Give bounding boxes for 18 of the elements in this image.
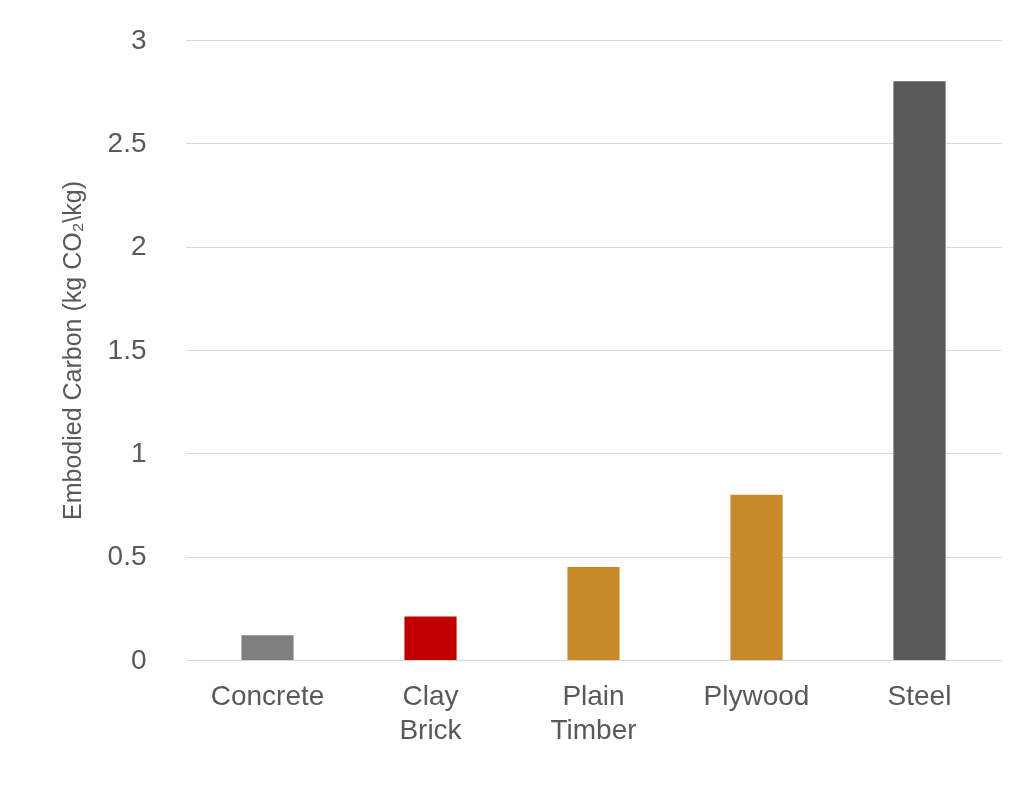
x-tick-label: Plain Timber <box>550 679 637 745</box>
x-tick-label: Clay Brick <box>399 679 463 745</box>
y-tick-label: 1 <box>130 436 147 468</box>
y-axis-title: Embodied Carbon (kg CO₂\kg) <box>57 180 86 521</box>
bar <box>730 494 783 660</box>
x-tick-label: Steel <box>887 679 952 711</box>
y-tick-label: 0.5 <box>107 540 147 572</box>
y-tick-label: 2 <box>130 230 147 262</box>
y-tick-label: 2.5 <box>107 126 147 158</box>
y-tick-label: 3 <box>130 23 147 55</box>
x-tick-label: Plywood <box>703 679 810 711</box>
bar <box>893 81 946 660</box>
x-tick-label: Concrete <box>210 679 325 711</box>
bar <box>567 567 620 660</box>
y-tick-label: 1.5 <box>107 333 147 365</box>
bar <box>241 635 294 660</box>
bar <box>404 616 457 660</box>
y-tick-label: 0 <box>130 643 147 675</box>
